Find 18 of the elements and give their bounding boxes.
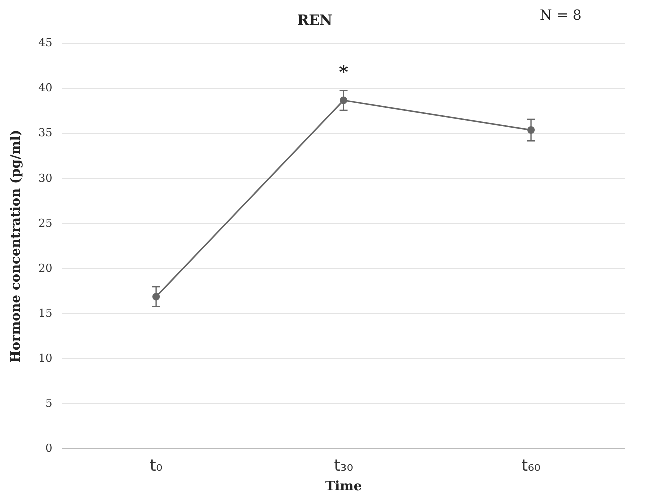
text: N = 8 [540, 8, 582, 24]
y-tick-label: 25 [38, 216, 53, 230]
x-tick-label: t₀ [150, 456, 163, 475]
y-tick-label: 15 [38, 306, 53, 320]
y-tick-label: 0 [46, 442, 53, 456]
x-axis-title: Time [325, 480, 362, 495]
y-tick-label: 45 [38, 36, 53, 50]
y-axis-title: Hormone concentration (pg/ml) [9, 130, 24, 363]
x-tick-label: t₆₀ [522, 456, 541, 475]
y-tick-label: 5 [46, 397, 53, 410]
y-tick-label: 10 [38, 352, 53, 365]
y-tick-label: 30 [38, 172, 53, 185]
y-tick-label: 35 [38, 126, 53, 140]
y-tick-label: 20 [38, 262, 53, 275]
x-tick-label: t₃₀ [334, 456, 354, 475]
annotation: * [339, 62, 350, 84]
chart-title: REN [297, 13, 333, 30]
y-tick-label: 40 [38, 82, 53, 95]
